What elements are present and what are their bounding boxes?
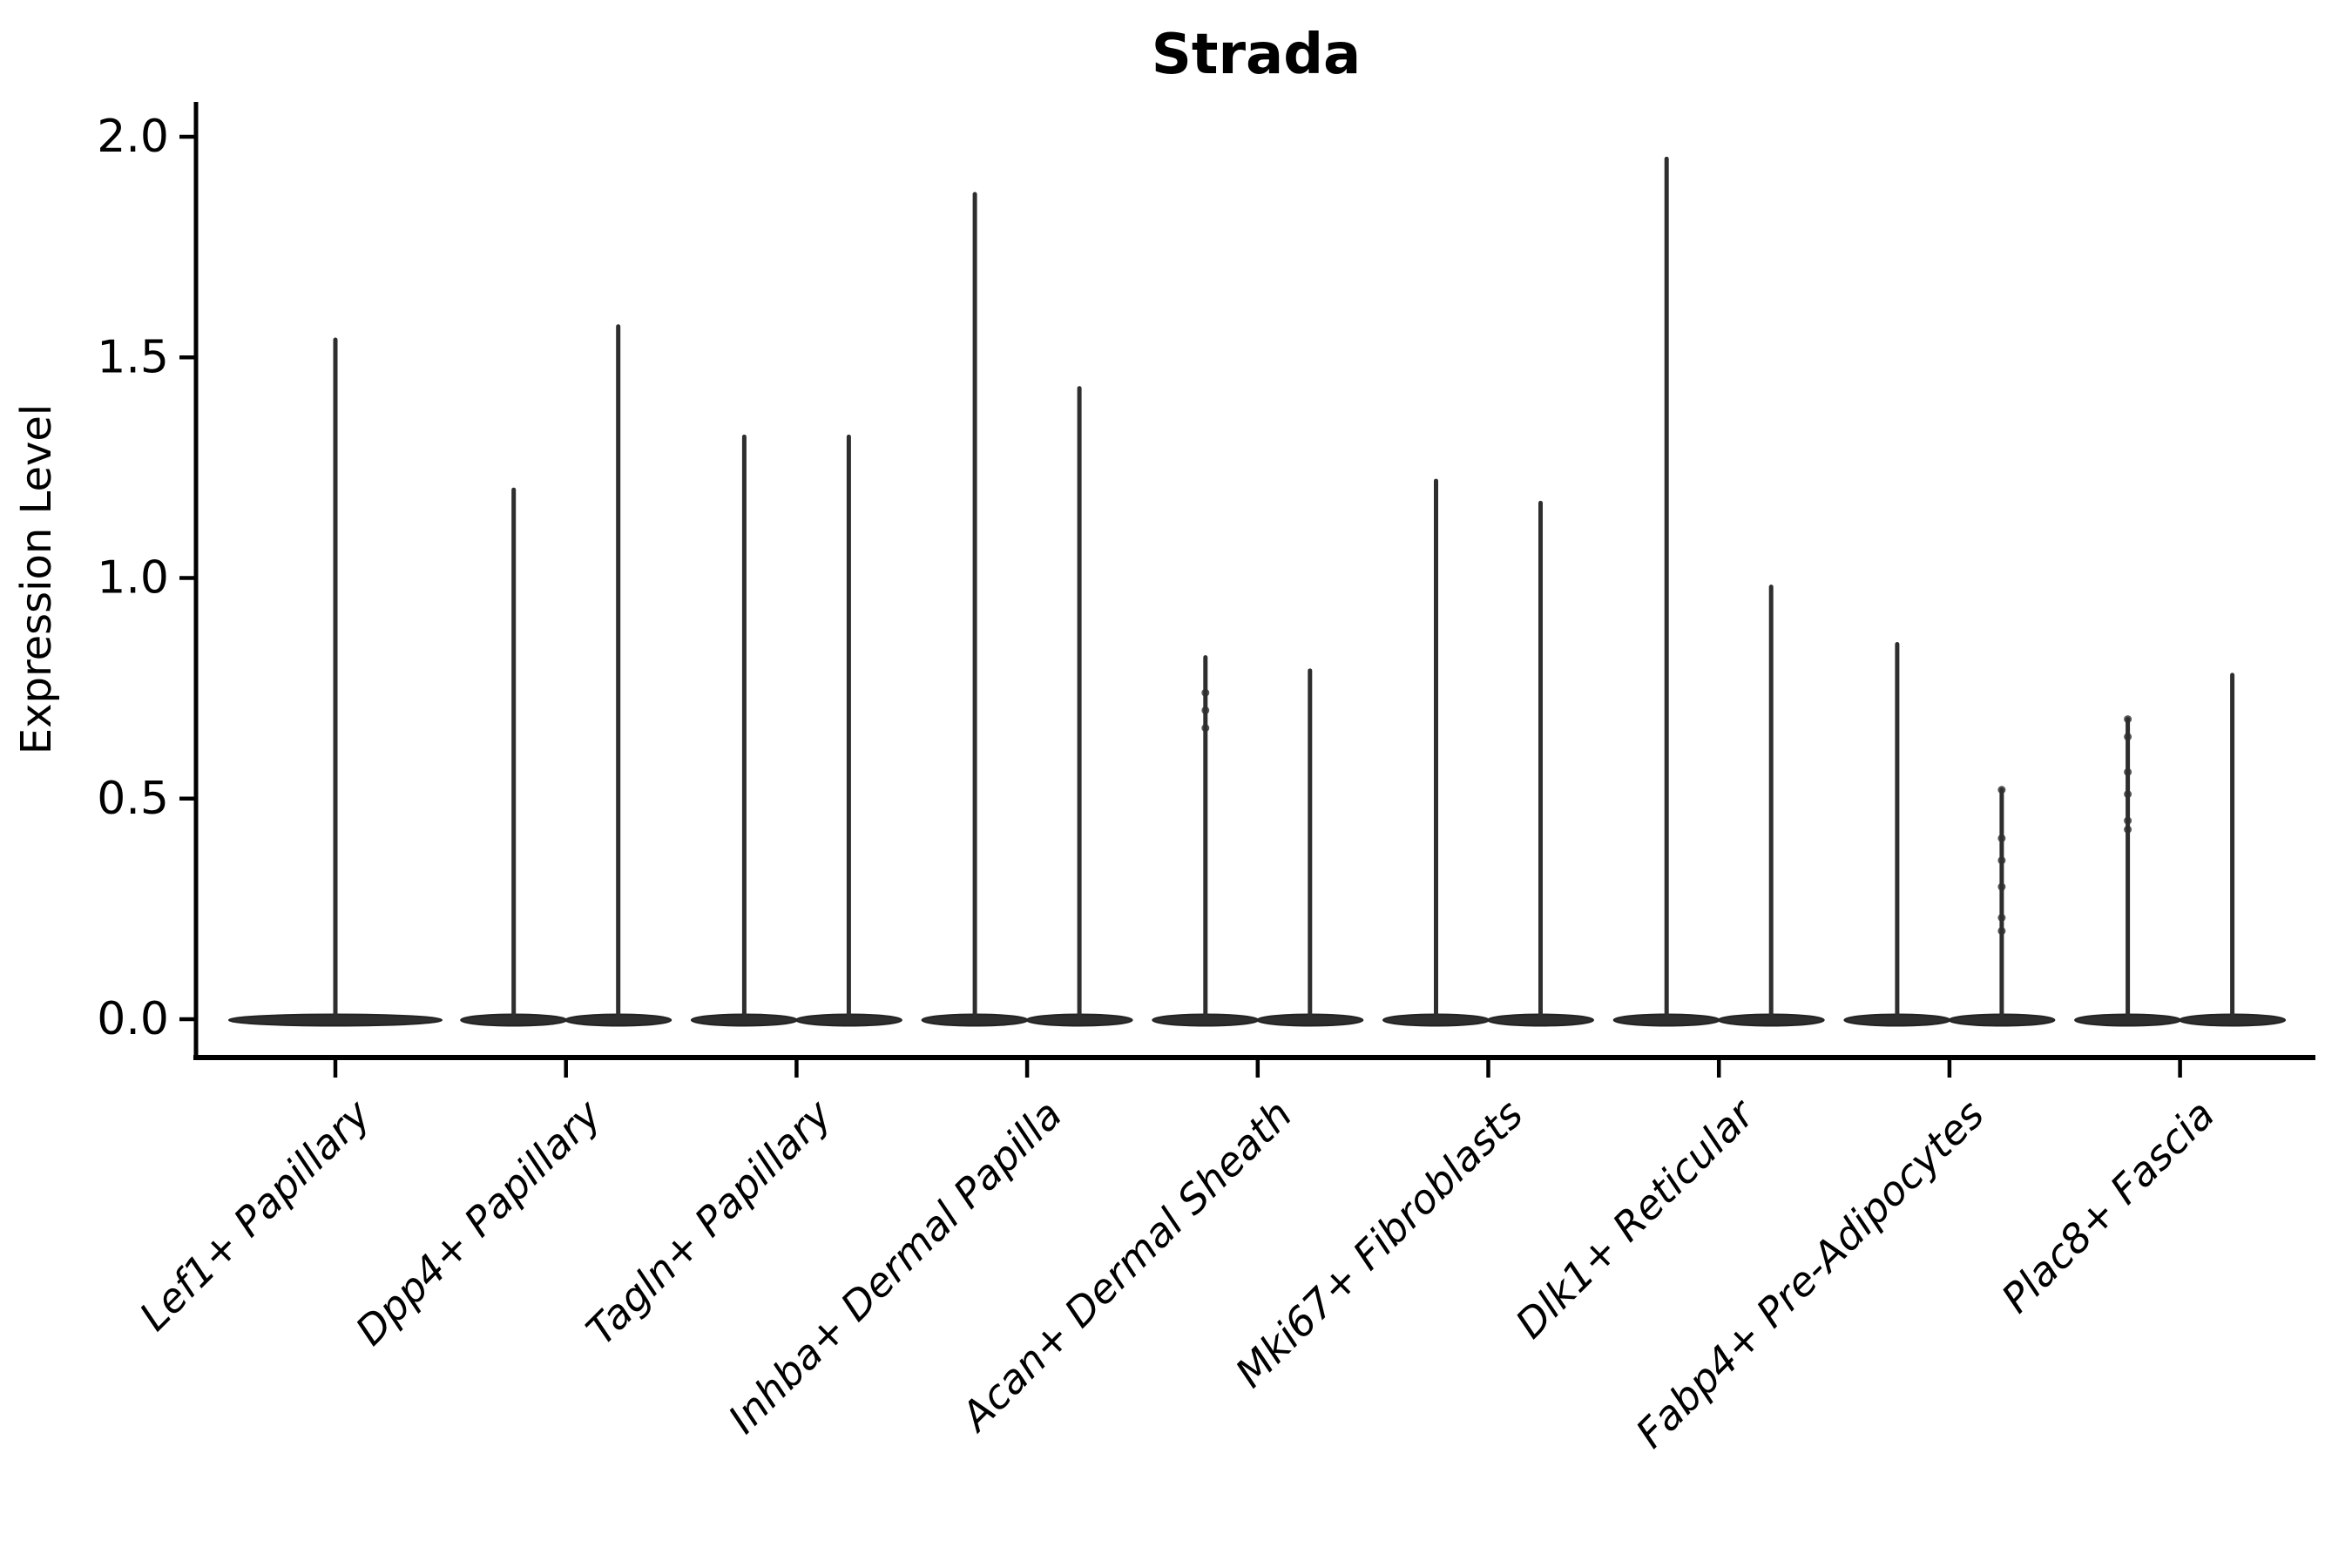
jitter-point [1997, 882, 2006, 891]
jitter-point [2124, 733, 2132, 741]
y-tick-label: 1.5 [97, 331, 169, 383]
jitter-point [2124, 790, 2132, 799]
jitter-point [1997, 927, 2006, 936]
jitter-point [1997, 856, 2006, 865]
y-tick-label: 1.0 [97, 552, 169, 605]
jitter-point [1201, 724, 1210, 733]
jitter-point [2124, 825, 2132, 834]
jitter-point [2124, 715, 2132, 724]
jitter-point [1201, 688, 1210, 697]
jitter-point [1997, 786, 2006, 794]
jitter-point [2124, 767, 2132, 776]
y-tick-label: 2.0 [97, 111, 169, 163]
y-tick-label: 0.0 [97, 993, 169, 1045]
y-tick-label: 0.5 [97, 773, 169, 825]
jitter-point [1201, 706, 1210, 714]
jitter-point [2124, 816, 2132, 825]
jitter-point [1997, 834, 2006, 842]
jitter-point [1997, 914, 2006, 923]
chart-title: Strada [1151, 23, 1362, 87]
